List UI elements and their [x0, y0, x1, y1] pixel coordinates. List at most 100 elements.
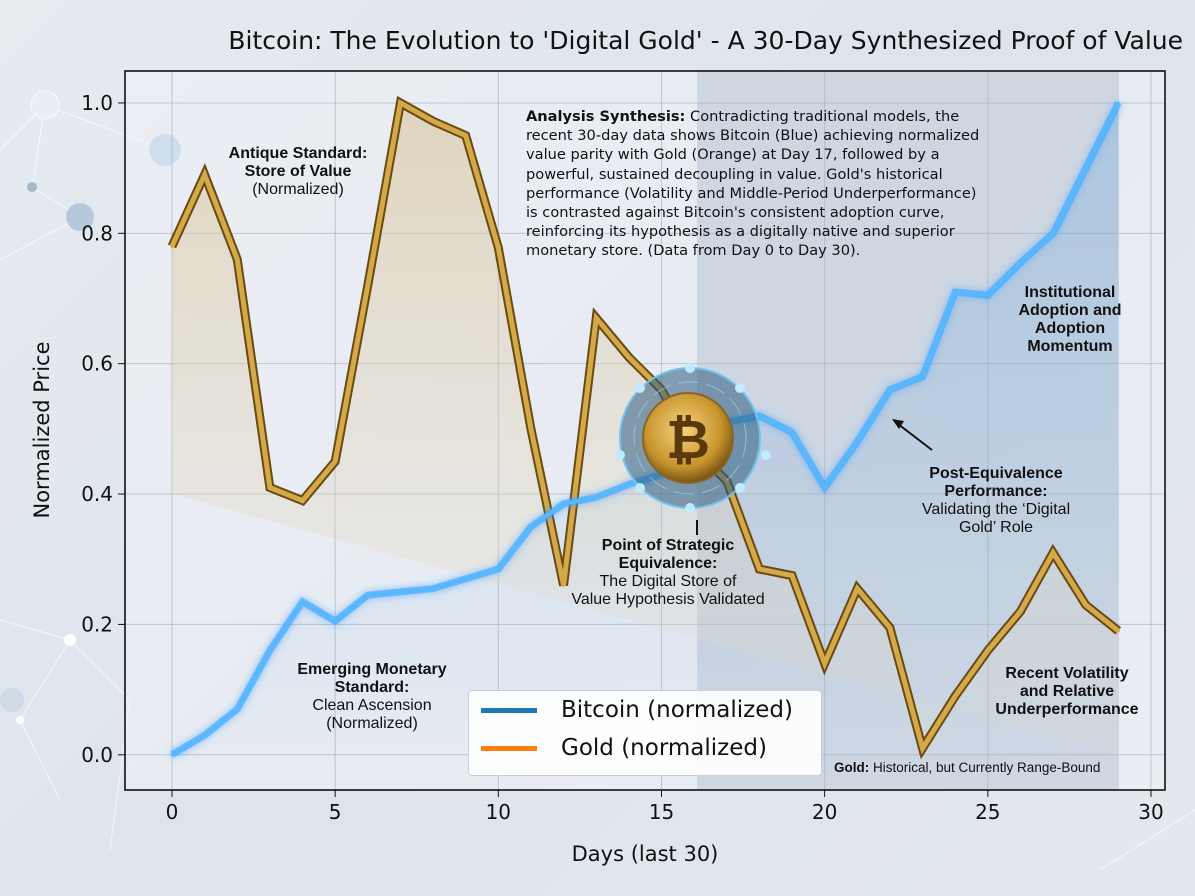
legend-label: Gold (normalized) — [561, 735, 767, 761]
bitcoin-point — [398, 590, 402, 594]
annotation-line: Antique Standard: — [228, 145, 368, 162]
annotation-line: Gold’ Role — [958, 519, 1034, 536]
bitcoin-point — [823, 486, 827, 490]
gold-point — [268, 486, 272, 490]
gold-point — [823, 662, 827, 666]
x-axis-label: Days (last 30) — [571, 842, 719, 866]
annotation-line: Underperformance — [995, 701, 1139, 718]
gold-point — [594, 316, 598, 320]
legend-label: Bitcoin (normalized) — [561, 697, 793, 723]
bitcoin-point — [203, 733, 207, 737]
bitcoin-point — [1116, 101, 1120, 105]
bitcoin-point — [888, 388, 892, 392]
y-tick-label: 0.4 — [81, 482, 113, 506]
gold-point — [333, 459, 337, 463]
gold-point — [921, 746, 925, 750]
annotation-line: Value Hypothesis Validated — [571, 591, 765, 608]
gold-footnote: Gold: Historical, but Currently Range-Bo… — [834, 760, 1100, 775]
annotation-line: Momentum — [1027, 338, 1113, 355]
gold-point — [1051, 551, 1055, 555]
annotation-line: Store of Value — [244, 163, 352, 180]
annotation-arrow — [897, 423, 933, 451]
plot-frame — [124, 70, 1166, 791]
bitcoin-point — [496, 567, 500, 571]
bitcoin-point — [855, 440, 859, 444]
footnote-body: Historical, but Currently Range-Bound — [873, 760, 1101, 775]
x-tick-label: 20 — [812, 800, 837, 824]
annotation-line: Recent Volatility — [1005, 665, 1129, 682]
gold-point — [1018, 609, 1022, 613]
annotation-emerging: Emerging Monetary Standard: Clean Ascens… — [297, 661, 446, 733]
gold-point — [1116, 629, 1120, 633]
annotation-line: Post-Equivalence — [929, 465, 1063, 482]
gold-line — [169, 99, 1120, 755]
x-tick-label: 5 — [329, 800, 342, 824]
bitcoin-point — [790, 430, 794, 434]
gold-point — [888, 626, 892, 630]
annotation-line: Clean Ascension — [312, 697, 432, 714]
bitcoin-point — [1018, 261, 1022, 265]
annotation-line: Adoption and — [1018, 302, 1122, 319]
arrow-head-icon — [892, 419, 904, 429]
y-tick-label: 0.8 — [81, 221, 113, 245]
gold-point — [562, 583, 566, 587]
bitcoin-point — [986, 293, 990, 297]
gold-point — [1084, 603, 1088, 607]
x-tick-label: 10 — [486, 800, 511, 824]
x-tick-label: 25 — [975, 800, 1000, 824]
gold-point — [431, 119, 435, 123]
legend-item-bitcoin: Bitcoin (normalized) — [481, 697, 793, 723]
annotation-line: Emerging Monetary — [297, 661, 447, 678]
annotation-line: Validating the ‘Digital — [921, 501, 1071, 518]
bitcoin-point — [757, 414, 761, 418]
bitcoin-point — [1051, 231, 1055, 235]
bitcoin-point — [921, 375, 925, 379]
synthesis-body: Contradicting traditional models, the re… — [526, 108, 980, 260]
gold-point — [496, 246, 500, 250]
analysis-synthesis: Analysis Synthesis: Contradicting tradit… — [526, 107, 986, 261]
gold-point — [757, 567, 761, 571]
bitcoin-point — [268, 649, 272, 653]
gold-point — [203, 173, 207, 177]
bitcoin-point — [1084, 166, 1088, 170]
annotation-institutional: Institutional Adoption and Adoption Mome… — [1018, 284, 1121, 356]
gold-point — [366, 283, 370, 287]
legend-swatch-bitcoin — [481, 707, 537, 713]
annotation-line: Performance: — [944, 483, 1048, 500]
gold-point — [953, 694, 957, 698]
legend: Bitcoin (normalized) Gold (normalized) — [468, 690, 822, 776]
y-axis-label: Normalized Price — [30, 341, 54, 519]
annotation-line: Adoption — [1034, 320, 1106, 337]
bitcoin-point — [366, 593, 370, 597]
annotation-antique: Antique Standard: Store of Value (Normal… — [229, 145, 368, 199]
bitcoin-point — [431, 587, 435, 591]
annotation-post-equivalence: Post-Equivalence Performance: Validating… — [922, 465, 1070, 537]
gold-point — [529, 427, 533, 431]
annotation-line: Standard: — [334, 679, 410, 696]
x-tick-label: 15 — [649, 800, 674, 824]
x-tick-label: 30 — [1138, 800, 1163, 824]
footnote-heading: Gold: — [834, 760, 870, 775]
annotation-line: and Relative — [1019, 683, 1115, 700]
legend-swatch-gold — [481, 745, 537, 751]
synthesis-heading: Analysis Synthesis: — [526, 108, 686, 125]
legend-item-gold: Gold (normalized) — [481, 735, 767, 761]
annotation-line: The Digital Store of — [599, 573, 737, 590]
annotation-recent: Recent Volatility and Relative Underperf… — [995, 665, 1138, 719]
annotation-line: (Normalized) — [252, 181, 344, 198]
y-tick-label: 0.2 — [81, 612, 113, 636]
annotation-line: Institutional — [1024, 284, 1116, 301]
bitcoin-point — [594, 495, 598, 499]
y-tick-label: 1.0 — [81, 91, 113, 115]
annotation-equivalence: Point of Strategic Equivalence: The Digi… — [571, 537, 764, 609]
gold-point — [170, 244, 174, 248]
bitcoin-point — [301, 600, 305, 604]
y-tick-label: 0.6 — [81, 352, 113, 376]
bitcoin-point — [170, 753, 174, 757]
bitcoin-point — [333, 619, 337, 623]
x-tick-label: 0 — [166, 800, 179, 824]
gold-point — [464, 134, 468, 138]
bitcoin-point — [529, 525, 533, 529]
annotation-line: Equivalence: — [618, 555, 718, 572]
